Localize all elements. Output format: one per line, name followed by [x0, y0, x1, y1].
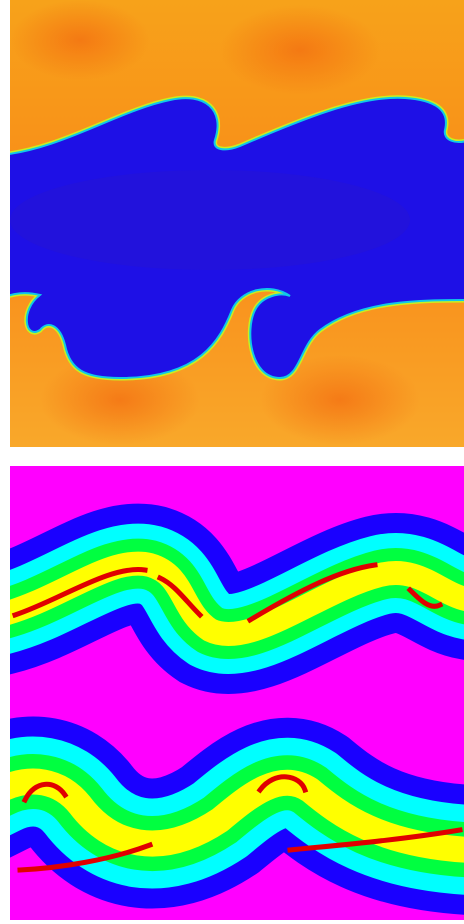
upper-band [0, 564, 464, 634]
density-panel [0, 0, 464, 447]
lower-band [0, 777, 464, 870]
figure [0, 0, 464, 924]
refinement-panel [0, 466, 464, 920]
